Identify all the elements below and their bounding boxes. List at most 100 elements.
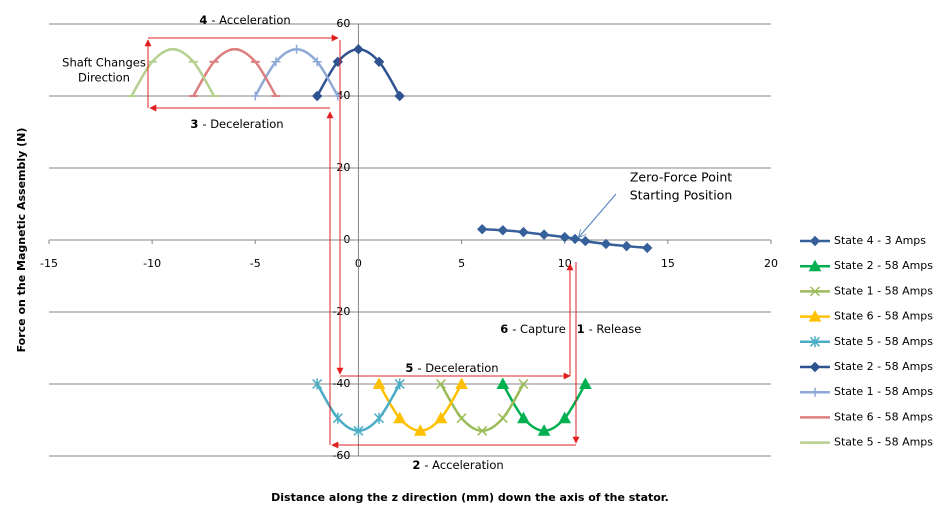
data-point [394, 378, 405, 390]
data-point [496, 377, 510, 389]
annotation: 4 - Acceleration [199, 13, 290, 27]
note-line: Direction [78, 71, 130, 85]
data-point [456, 413, 467, 424]
legend-marker [808, 310, 822, 322]
data-point [497, 225, 509, 236]
data-point [292, 44, 302, 54]
annotation-text: - Capture [512, 322, 566, 336]
data-point [476, 223, 488, 235]
annotation-number: 2 [412, 458, 420, 472]
data-point [558, 411, 572, 424]
x-axis-title: Distance along the z direction (mm) down… [271, 491, 669, 504]
data-point [413, 424, 427, 436]
data-point [435, 378, 446, 390]
note-line: Zero-Force Point [630, 170, 732, 185]
legend-label: State 2 - 58 Amps [834, 259, 933, 272]
y-axis-title: Force on the Magnetic Assembly (N) [15, 128, 28, 353]
data-point [497, 413, 508, 424]
series-line [192, 47, 277, 97]
legend-label: State 1 - 58 Amps [834, 284, 933, 297]
data-point [569, 233, 581, 245]
annotation-number: 3 [190, 117, 198, 131]
data-point [271, 57, 281, 67]
annotation-text: - Deceleration [417, 361, 498, 375]
x-tick-label: 20 [764, 257, 778, 270]
legend-marker [808, 259, 822, 272]
data-point [393, 411, 407, 424]
annotation: 3 - Deceleration [190, 117, 283, 131]
series-line [254, 47, 339, 97]
data-point [600, 238, 612, 250]
data-point [333, 91, 343, 101]
data-point [353, 43, 364, 55]
annotation-text: - Acceleration [211, 13, 290, 27]
annotation-text: - Deceleration [202, 117, 283, 131]
legend-label: State 2 - 58 Amps [834, 360, 933, 373]
data-point [642, 242, 653, 254]
data-point [394, 90, 405, 102]
legend-label: State 4 - 3 Amps [834, 234, 926, 247]
data-point [250, 91, 260, 101]
data-point [434, 411, 448, 424]
data-point [332, 412, 343, 424]
plot-area: -60-40-200204060-15-10-505101520 [40, 17, 778, 462]
data-point [580, 235, 591, 247]
note-line: Starting Position [630, 188, 733, 203]
annotation: 6 - Capture [500, 322, 566, 336]
annotation-number: 5 [405, 361, 413, 375]
data-point [559, 231, 570, 243]
annotation-number: 6 [500, 322, 508, 336]
data-point [537, 424, 551, 436]
legend-label: State 5 - 58 Amps [834, 436, 933, 449]
y-tick-label: -20 [332, 305, 350, 318]
legend-marker [809, 286, 821, 297]
note-line: Shaft Changes [62, 56, 146, 70]
annotation-text: - Acceleration [424, 458, 503, 472]
x-tick-label: -5 [250, 257, 261, 270]
data-point [353, 425, 364, 437]
data-point [517, 411, 530, 424]
data-point [311, 90, 323, 102]
data-point [538, 229, 550, 240]
annotation-number: 4 [199, 13, 207, 27]
series-line [501, 383, 587, 433]
x-tick-label: 15 [661, 257, 675, 270]
annotation-number: 1 [577, 322, 585, 336]
legend-marker [809, 336, 821, 348]
data-point [372, 377, 386, 389]
annotation: 2 - Acceleration [412, 458, 503, 472]
data-point [477, 425, 488, 436]
y-tick-label: -40 [332, 377, 350, 390]
legend-marker [809, 235, 821, 247]
x-tick-label: -15 [40, 257, 58, 270]
x-tick-label: 5 [458, 257, 465, 270]
pointer-arrow [579, 193, 617, 237]
data-point [621, 240, 632, 252]
legend-label: State 6 - 58 Amps [834, 310, 933, 323]
legend-label: State 1 - 58 Amps [834, 385, 933, 398]
data-point [518, 378, 529, 390]
data-point [312, 378, 323, 390]
legend-label: State 5 - 58 Amps [834, 335, 933, 348]
y-tick-label: -60 [332, 449, 350, 462]
series-line [482, 227, 648, 250]
annotation: 1 - Release [577, 322, 642, 336]
data-point [518, 226, 529, 238]
y-tick-label: 20 [336, 161, 350, 174]
data-point [373, 56, 385, 68]
data-point [578, 377, 592, 389]
annotation-text: - Release [589, 322, 642, 336]
legend-marker [810, 387, 820, 397]
legend-label: State 6 - 58 Amps [834, 410, 933, 423]
data-point [374, 412, 385, 424]
legend-marker [809, 361, 821, 373]
arrows [144, 34, 617, 449]
annotation: 5 - Deceleration [405, 361, 498, 375]
x-tick-label: -10 [143, 257, 161, 270]
series-line [439, 383, 525, 433]
data-point [455, 377, 468, 389]
y-tick-label: 60 [336, 17, 350, 30]
data-point [312, 57, 322, 67]
series-line [377, 383, 463, 433]
